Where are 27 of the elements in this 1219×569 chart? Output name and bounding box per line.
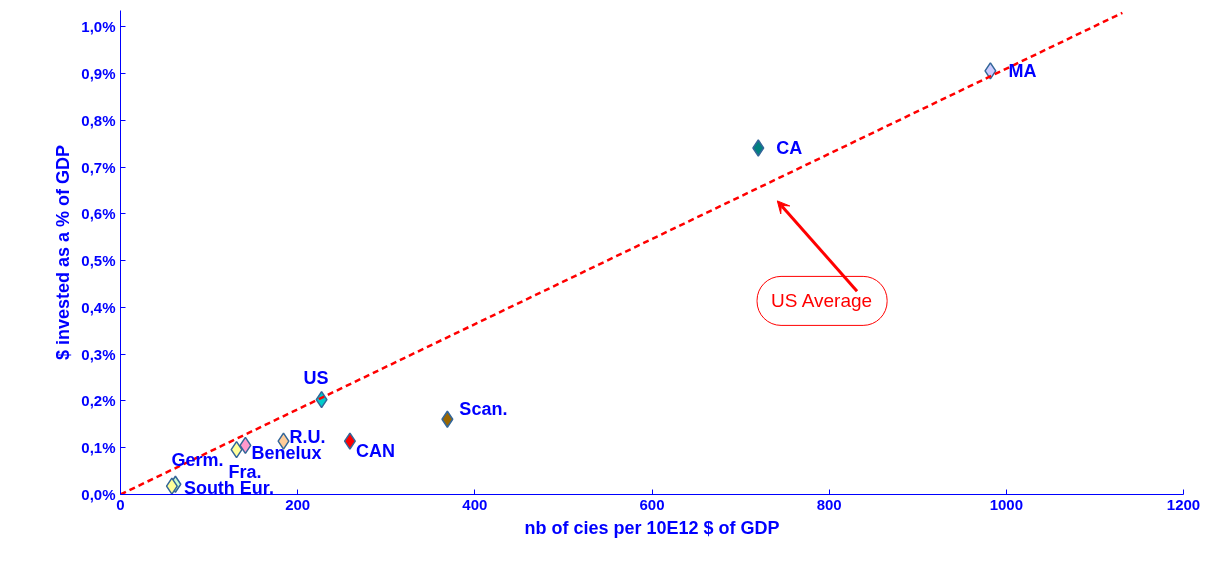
series-label: Scan. — [459, 399, 508, 420]
x-tick-label: 0 — [116, 495, 125, 513]
annotation: US Average — [771, 290, 873, 312]
y-tick-label: 0,4% — [81, 298, 116, 316]
y-tick-label: 0,3% — [81, 345, 116, 363]
x-tick-label: 1000 — [989, 495, 1024, 513]
y-axis-title: $ invested as a % of GDP — [53, 144, 74, 361]
y-tick-label: 0,8% — [81, 111, 116, 129]
y-tick-label: 0,5% — [81, 252, 116, 270]
x-tick-label: 200 — [285, 495, 311, 513]
series-label: CAN — [355, 441, 395, 462]
y-tick-label: 0,9% — [81, 65, 116, 83]
series-label: US — [303, 367, 329, 388]
x-tick-label: 400 — [462, 495, 488, 513]
y-tick-label: 0,6% — [81, 205, 116, 223]
series-label: Benelux — [251, 443, 322, 464]
y-tick-label: 0,0% — [81, 486, 116, 503]
series-label: CA — [776, 137, 803, 158]
y-tick-label: 0,7% — [81, 158, 116, 176]
x-axis-title: nb of cies per 10E12 $ of GDP — [524, 517, 780, 538]
y-tick-label: 0,2% — [81, 392, 116, 410]
series-label: MA — [1008, 60, 1037, 81]
x-tick-label: 600 — [639, 495, 665, 513]
x-tick-label: 1200 — [1166, 495, 1201, 513]
y-tick-label: 0,1% — [81, 439, 116, 457]
y-tick-label: 1,0% — [81, 18, 116, 36]
x-tick-label: 800 — [816, 495, 842, 513]
